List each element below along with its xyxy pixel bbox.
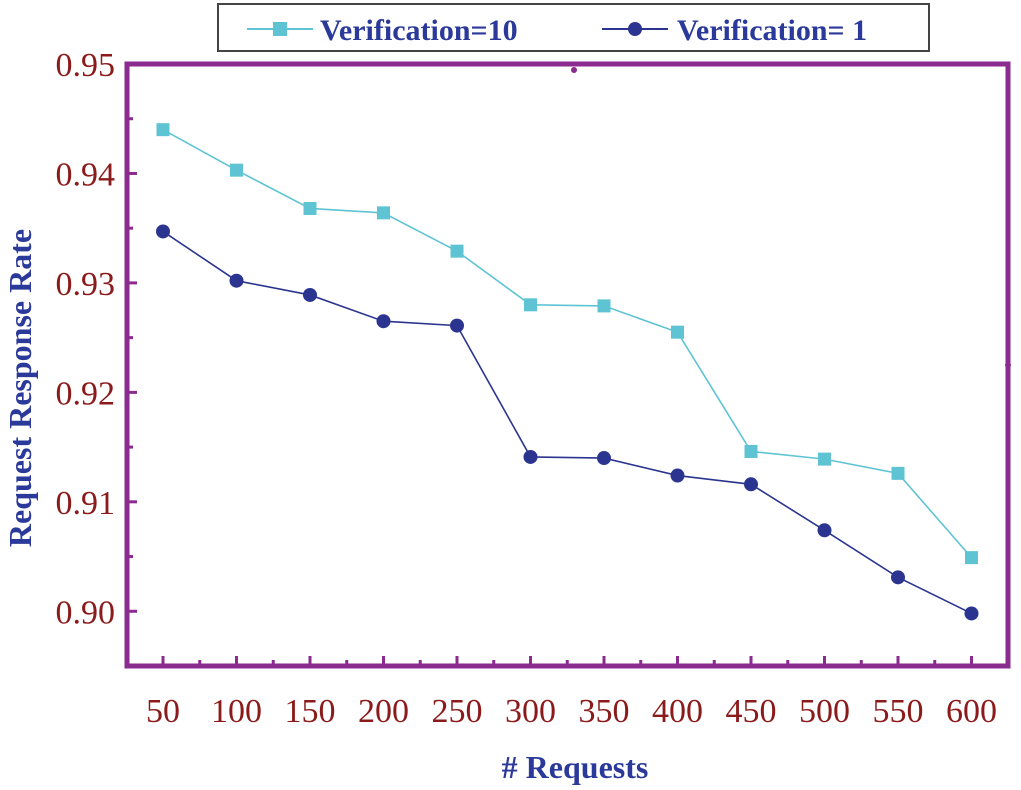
data-point-verification-10 xyxy=(818,452,831,466)
data-point-verification-10 xyxy=(891,466,905,480)
legend-box xyxy=(217,3,930,52)
legend-marker-verification-10 xyxy=(273,22,287,36)
y-tick-label: 0.94 xyxy=(56,156,116,193)
x-tick-label: 200 xyxy=(358,693,409,730)
x-tick-label: 350 xyxy=(579,693,630,730)
legend-label-verification-1: Verification= 1 xyxy=(677,14,867,47)
data-point-verification-10 xyxy=(965,551,978,565)
x-tick-label: 100 xyxy=(211,693,262,730)
y-tick-label: 0.95 xyxy=(56,47,116,84)
data-point-verification-10 xyxy=(744,444,758,458)
plot-frame xyxy=(124,61,1011,669)
series-line-verification-10 xyxy=(162,128,973,559)
data-point-verification-10 xyxy=(230,163,243,177)
data-point-verification-1 xyxy=(523,449,538,464)
data-point-verification-10 xyxy=(597,299,611,313)
legend-marker-verification-1 xyxy=(628,22,642,36)
data-point-verification-1 xyxy=(229,273,244,288)
legend-label-verification-10: Verification=10 xyxy=(320,14,518,47)
data-point-verification-10 xyxy=(303,201,317,215)
frame-dot-right xyxy=(1005,362,1011,368)
data-point-verification-10 xyxy=(377,206,390,220)
y-tick-label: 0.93 xyxy=(56,266,116,303)
series-markers xyxy=(156,123,979,621)
data-point-verification-1 xyxy=(597,451,611,466)
series-line-verification-1 xyxy=(162,230,972,615)
data-point-verification-1 xyxy=(744,477,758,492)
data-point-verification-1 xyxy=(817,523,832,538)
data-point-verification-1 xyxy=(156,224,170,239)
series-lines xyxy=(162,128,973,615)
legend: Verification=10 Verification= 1 xyxy=(217,3,930,52)
x-tick-label: 450 xyxy=(726,693,777,730)
data-point-verification-10 xyxy=(524,298,537,312)
x-axis: 50 100 150 200 250 300 350 400 450 500 550 600 xyxy=(146,656,997,730)
x-tick-label: 150 xyxy=(285,693,336,730)
frame-dot-top xyxy=(571,67,577,73)
y-axis: 0.90 0.91 0.92 0.93 0.94 0.95 xyxy=(56,47,137,631)
data-point-verification-1 xyxy=(450,318,464,333)
x-axis-title: # Requests xyxy=(502,749,649,785)
data-point-verification-1 xyxy=(303,287,317,302)
x-tick-label: 600 xyxy=(946,693,997,730)
y-tick-label: 0.92 xyxy=(56,375,116,412)
data-point-verification-10 xyxy=(156,123,170,137)
data-point-verification-1 xyxy=(964,606,979,621)
x-tick-label: 250 xyxy=(432,693,483,730)
x-tick-label: 500 xyxy=(799,693,850,730)
data-point-verification-1 xyxy=(670,468,685,483)
data-point-verification-10 xyxy=(671,325,684,339)
y-tick-label: 0.90 xyxy=(56,594,116,631)
x-tick-label: 400 xyxy=(652,693,703,730)
x-tick-label: 550 xyxy=(873,693,924,730)
y-tick-label: 0.91 xyxy=(56,485,116,522)
data-point-verification-1 xyxy=(891,570,905,585)
data-point-verification-1 xyxy=(376,314,391,329)
x-tick-label: 50 xyxy=(146,693,180,730)
data-point-verification-10 xyxy=(450,244,464,258)
y-axis-title: Request Response Rate xyxy=(2,229,38,547)
x-tick-label: 300 xyxy=(505,693,556,730)
